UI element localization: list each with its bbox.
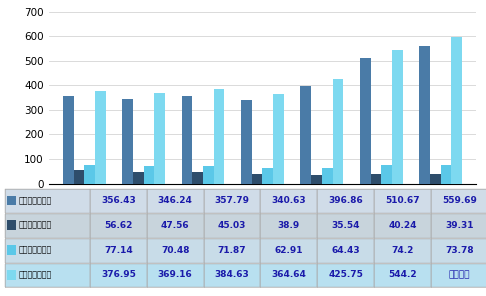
Bar xyxy=(7,270,16,280)
Bar xyxy=(7,245,16,255)
Bar xyxy=(430,174,441,184)
Bar xyxy=(204,214,260,238)
Text: 73.78: 73.78 xyxy=(445,246,474,255)
Bar xyxy=(322,168,332,184)
Bar xyxy=(204,239,260,263)
Text: 62.91: 62.91 xyxy=(275,246,303,255)
Bar xyxy=(5,214,90,238)
Bar xyxy=(451,37,462,184)
Bar xyxy=(252,174,262,184)
Bar xyxy=(90,264,147,287)
Bar xyxy=(260,189,317,213)
Bar xyxy=(370,174,381,184)
Text: 356.43: 356.43 xyxy=(101,196,136,205)
Bar xyxy=(84,165,95,184)
Text: 进口金额：亿元: 进口金额：亿元 xyxy=(18,246,52,255)
Bar xyxy=(311,175,322,184)
Bar xyxy=(431,214,486,238)
Bar xyxy=(133,172,144,184)
Text: 77.14: 77.14 xyxy=(104,246,133,255)
Bar xyxy=(273,94,284,184)
Bar xyxy=(90,239,147,263)
Text: 559.69: 559.69 xyxy=(442,196,477,205)
Text: 38.9: 38.9 xyxy=(278,221,300,230)
Bar xyxy=(5,239,90,263)
Bar xyxy=(204,189,260,213)
Text: 普研咨询: 普研咨询 xyxy=(449,271,470,279)
Bar xyxy=(262,168,273,184)
Bar xyxy=(63,96,73,184)
Bar xyxy=(441,165,451,184)
Text: 510.67: 510.67 xyxy=(385,196,420,205)
Bar xyxy=(144,166,155,184)
Bar xyxy=(260,214,317,238)
Text: 425.75: 425.75 xyxy=(329,271,363,279)
Bar xyxy=(300,86,311,184)
Bar xyxy=(317,264,374,287)
Bar xyxy=(241,100,252,184)
Bar xyxy=(182,96,192,184)
Text: 销售收入：亿元: 销售收入：亿元 xyxy=(18,196,52,205)
Text: 35.54: 35.54 xyxy=(331,221,360,230)
Bar xyxy=(5,264,90,287)
Bar xyxy=(374,189,431,213)
Bar xyxy=(192,173,203,184)
Text: 384.63: 384.63 xyxy=(215,271,249,279)
Text: 544.2: 544.2 xyxy=(388,271,417,279)
Bar xyxy=(95,91,105,184)
Bar xyxy=(360,58,370,184)
Bar xyxy=(5,189,90,213)
Text: 56.62: 56.62 xyxy=(104,221,133,230)
Text: 39.31: 39.31 xyxy=(445,221,474,230)
Text: 71.87: 71.87 xyxy=(218,246,246,255)
Bar xyxy=(419,46,430,184)
Bar xyxy=(317,189,374,213)
Bar xyxy=(431,239,486,263)
Bar xyxy=(392,50,402,184)
Text: 70.48: 70.48 xyxy=(161,246,190,255)
Bar xyxy=(374,264,431,287)
Bar xyxy=(381,165,392,184)
Text: 369.16: 369.16 xyxy=(158,271,192,279)
Bar xyxy=(147,189,204,213)
Bar xyxy=(73,170,84,184)
Text: 396.86: 396.86 xyxy=(329,196,363,205)
Bar xyxy=(260,239,317,263)
Text: 40.24: 40.24 xyxy=(388,221,417,230)
Bar xyxy=(7,196,16,205)
Bar xyxy=(90,189,147,213)
Bar xyxy=(204,264,260,287)
Bar xyxy=(90,214,147,238)
Text: 346.24: 346.24 xyxy=(158,196,192,205)
Text: 45.03: 45.03 xyxy=(218,221,246,230)
Text: 出口金额：亿元: 出口金额：亿元 xyxy=(18,221,52,230)
Text: 市场规模：亿元: 市场规模：亿元 xyxy=(18,271,52,279)
Text: 47.56: 47.56 xyxy=(161,221,190,230)
Bar xyxy=(374,214,431,238)
Text: 357.79: 357.79 xyxy=(214,196,250,205)
Bar xyxy=(317,214,374,238)
Text: 376.95: 376.95 xyxy=(101,271,136,279)
Bar xyxy=(147,264,204,287)
Bar xyxy=(431,264,486,287)
Bar xyxy=(203,166,214,184)
Bar xyxy=(317,239,374,263)
Bar xyxy=(431,189,486,213)
Bar xyxy=(155,93,165,184)
Bar xyxy=(332,79,343,184)
Text: 74.2: 74.2 xyxy=(391,246,414,255)
Text: 340.63: 340.63 xyxy=(272,196,306,205)
Bar xyxy=(122,99,133,184)
Bar xyxy=(7,220,16,230)
Bar xyxy=(374,239,431,263)
Text: 64.43: 64.43 xyxy=(331,246,360,255)
Bar xyxy=(147,239,204,263)
Bar xyxy=(214,89,225,184)
Text: 364.64: 364.64 xyxy=(272,271,306,279)
Bar xyxy=(147,214,204,238)
Bar xyxy=(260,264,317,287)
